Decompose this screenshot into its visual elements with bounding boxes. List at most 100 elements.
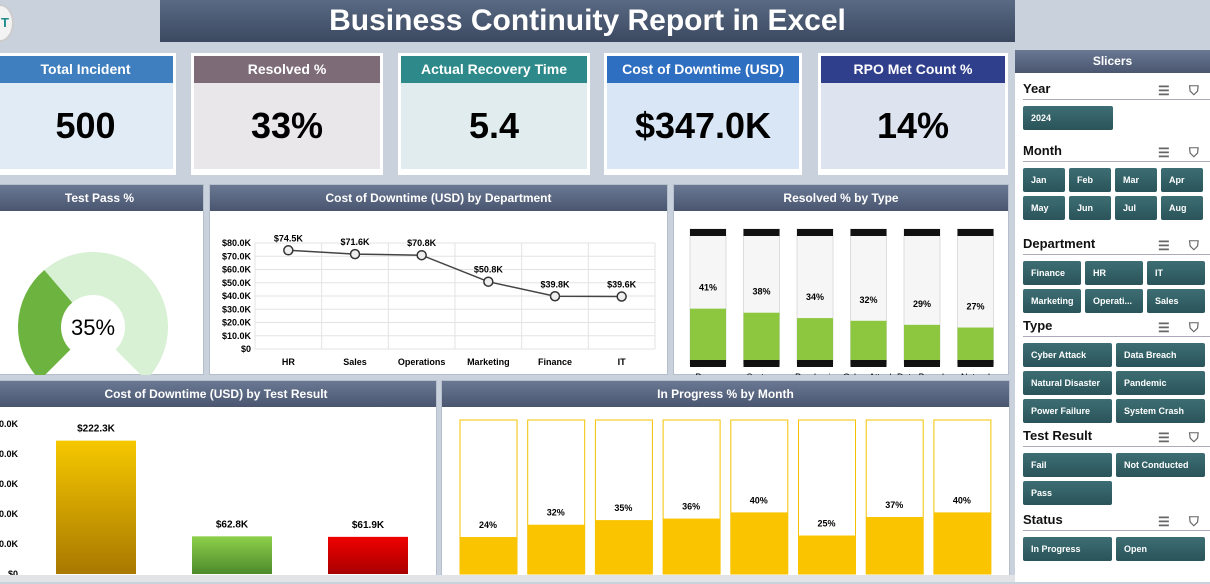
bar — [866, 517, 924, 574]
slicer-button[interactable]: 2024 — [1023, 106, 1113, 130]
data-label: $70.8K — [407, 238, 437, 248]
series-line — [288, 249, 622, 298]
clear-filter-icon[interactable]: ⛉ — [1189, 83, 1199, 98]
multi-select-icon[interactable]: ☰ — [1158, 238, 1170, 253]
slicer-button[interactable]: HR — [1085, 261, 1143, 285]
clear-filter-icon[interactable]: ⛉ — [1189, 320, 1199, 335]
tube-cap — [904, 229, 940, 236]
slicer-button[interactable]: Aug — [1161, 196, 1203, 220]
data-label: 36% — [682, 502, 700, 512]
data-point — [416, 249, 427, 261]
slicer-button[interactable]: Fail — [1023, 453, 1112, 477]
data-label: $62.8K — [216, 519, 249, 530]
tube-cap — [743, 229, 780, 236]
data-label: 41% — [699, 283, 717, 293]
panel-title: In Progress % by Month — [442, 381, 1009, 407]
slicer-button[interactable]: Not Conducted — [1116, 453, 1205, 477]
slicer-button[interactable]: Jul — [1115, 196, 1157, 220]
panel-title: Resolved % by Type — [674, 185, 1008, 211]
tube-fill — [797, 318, 833, 364]
slicer-title: Test Result — [1023, 428, 1093, 443]
y-tick-label: $250.0K — [0, 419, 18, 429]
bar — [663, 518, 721, 574]
resolved-type-chart: 41%PowerFailure38%SystemCrash34%Pandemic… — [689, 228, 994, 394]
sheet-tabs-bar — [0, 575, 1015, 582]
x-tick-label: Cyber Attack — [843, 372, 895, 375]
slicer-button[interactable]: IT — [1147, 261, 1205, 285]
multi-select-icon[interactable]: ☰ — [1158, 145, 1170, 160]
slicer-button[interactable]: Mar — [1115, 168, 1157, 192]
slicer-button[interactable]: Power Failure — [1023, 399, 1112, 423]
x-tick-label: Power — [695, 372, 721, 375]
data-label: 32% — [547, 508, 565, 518]
tube-fill — [743, 312, 780, 364]
multi-select-icon[interactable]: ☰ — [1158, 83, 1170, 98]
data-label: $50.8K — [474, 265, 504, 275]
slicer-button[interactable]: Natural Disaster — [1023, 371, 1112, 395]
kpi-value: 5.4 — [401, 83, 587, 169]
clear-filter-icon[interactable]: ⛉ — [1189, 238, 1199, 253]
data-label: 29% — [913, 299, 931, 309]
page-title: Business Continuity Report in Excel — [160, 0, 1015, 42]
slicer-button[interactable]: Apr — [1161, 168, 1203, 192]
clear-filter-icon[interactable]: ⛉ — [1189, 145, 1199, 160]
y-tick-label: $10.0K — [222, 331, 252, 341]
slicer-button[interactable]: May — [1023, 196, 1065, 220]
kpi-card: Cost of Downtime (USD) $347.0K — [604, 53, 802, 175]
y-tick-label: $30.0K — [222, 304, 252, 314]
slicer-status: Status ☰ ⛉ In Progress Open — [1023, 509, 1210, 561]
gauge-fill — [17, 269, 73, 381]
bar — [933, 512, 991, 574]
tube-fill — [850, 320, 887, 364]
slicer-month: Month ☰ ⛉ Jan Feb Mar Apr May Jun Jul Aug — [1023, 140, 1210, 220]
tube-cap — [743, 360, 780, 367]
tube-cap — [797, 360, 833, 367]
multi-select-icon[interactable]: ☰ — [1158, 514, 1170, 529]
x-tick-label: Natural — [961, 372, 990, 375]
test-result-panel: Cost of Downtime (USD) by Test Result $0… — [0, 380, 437, 580]
clear-filter-icon[interactable]: ⛉ — [1189, 514, 1199, 529]
kpi-label: Total Incident — [0, 56, 173, 83]
gauge-label: 35% — [71, 315, 115, 340]
data-label: $74.5K — [274, 233, 304, 243]
slicer-button[interactable]: Feb — [1069, 168, 1111, 192]
slicer-button[interactable]: System Crash — [1116, 399, 1205, 423]
clear-filter-icon[interactable]: ⛉ — [1189, 430, 1199, 445]
bar — [730, 512, 788, 574]
data-label: $39.8K — [540, 279, 570, 289]
y-tick-label: $40.0K — [222, 291, 252, 301]
data-label: $39.6K — [607, 280, 637, 290]
y-tick-label: $100.0K — [0, 509, 18, 519]
test-pass-panel: Test Pass % 35% — [0, 184, 204, 381]
slicer-button[interactable]: Operati... — [1085, 289, 1143, 313]
slicer-title: Department — [1023, 236, 1096, 251]
kpi-value: $347.0K — [607, 83, 799, 169]
slicer-button[interactable]: Pass — [1023, 481, 1112, 505]
data-label: 24% — [479, 520, 497, 530]
slicer-department: Department ☰ ⛉ Finance HR IT Marketing Operati.… — [1023, 233, 1210, 313]
multi-select-icon[interactable]: ☰ — [1158, 430, 1170, 445]
slicer-button[interactable]: In Progress — [1023, 537, 1112, 561]
slicer-button[interactable]: Finance — [1023, 261, 1081, 285]
tube-cap — [690, 229, 726, 236]
slicer-button[interactable]: Pandemic — [1116, 371, 1205, 395]
gauge-track — [44, 252, 168, 381]
slicer-button[interactable]: Data Breach — [1116, 343, 1205, 367]
data-label: 40% — [750, 495, 768, 505]
tube-cap — [797, 229, 833, 236]
slicer-button[interactable]: Open — [1116, 537, 1205, 561]
x-tick-label: HR — [282, 357, 295, 367]
slicer-button[interactable]: Jan — [1023, 168, 1065, 192]
y-tick-label: $0 — [8, 569, 18, 579]
slicer-button[interactable]: Cyber Attack — [1023, 343, 1112, 367]
kpi-value: 500 — [0, 83, 173, 169]
data-label: $222.3K — [77, 424, 116, 435]
slicer-button[interactable]: Jun — [1069, 196, 1111, 220]
tube-fill — [904, 324, 940, 364]
data-point — [616, 291, 627, 302]
multi-select-icon[interactable]: ☰ — [1158, 320, 1170, 335]
slicer-button[interactable]: Sales — [1147, 289, 1205, 313]
x-tick-label: Data Breach — [897, 372, 947, 375]
slicer-button[interactable]: Marketing — [1023, 289, 1081, 313]
x-tick-label: Finance — [538, 357, 572, 367]
